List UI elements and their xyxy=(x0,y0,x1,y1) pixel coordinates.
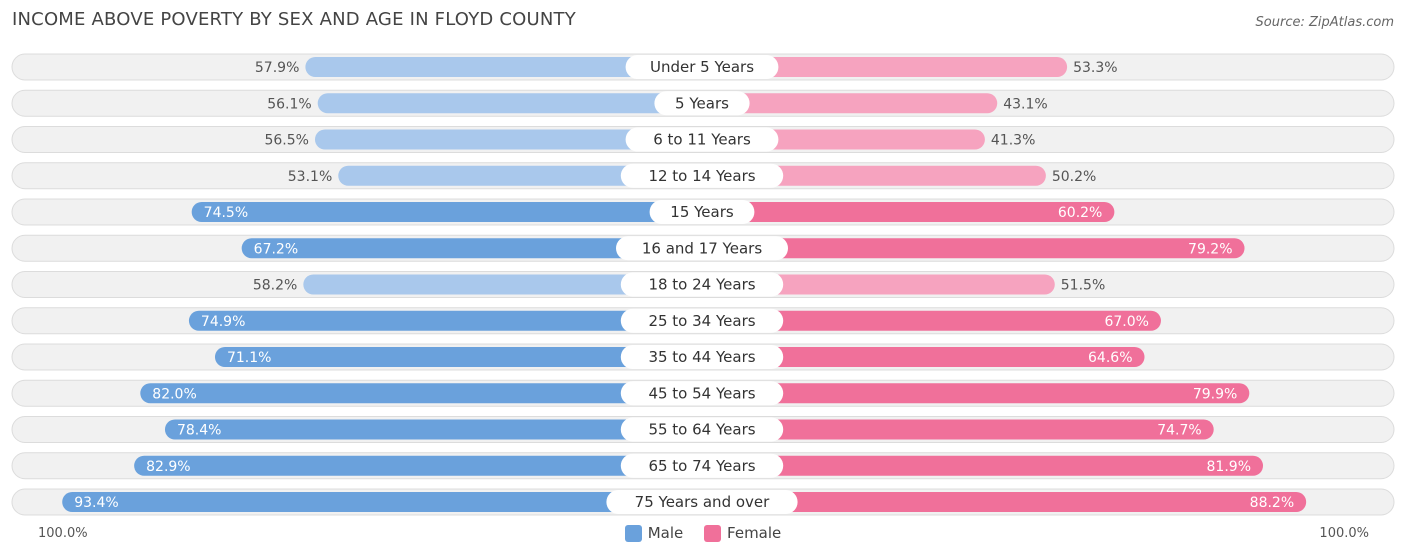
male-bar xyxy=(303,274,702,295)
female-bar xyxy=(702,310,1161,331)
male-value-label: 56.5% xyxy=(264,133,308,149)
female-value-label: 41.3% xyxy=(991,133,1035,149)
chart-title: INCOME ABOVE POVERTY BY SEX AND AGE IN F… xyxy=(12,9,576,30)
male-bar xyxy=(317,93,702,114)
female-bar xyxy=(702,274,1055,295)
male-value-label: 93.4% xyxy=(74,495,118,511)
category-label: 15 Years xyxy=(670,203,734,221)
female-bar xyxy=(702,165,1046,186)
category-label: 6 to 11 Years xyxy=(653,131,751,149)
legend-swatch-male xyxy=(624,524,642,542)
category-pill xyxy=(654,91,750,116)
category-label: 75 Years and over xyxy=(635,493,770,511)
category-pill xyxy=(625,55,779,79)
male-value-label: 67.2% xyxy=(254,241,298,257)
female-value-label: 51.5% xyxy=(1061,278,1105,294)
female-bar xyxy=(702,202,1115,222)
category-label: 16 and 17 Years xyxy=(642,239,762,257)
female-value-label: 53.3% xyxy=(1073,60,1117,76)
category-pill xyxy=(606,490,798,514)
category-pill xyxy=(620,417,784,442)
female-value-label: 43.1% xyxy=(1003,96,1047,112)
female-bar xyxy=(702,347,1145,367)
female-value-label: 79.9% xyxy=(1193,386,1237,402)
legend-label-male: Male xyxy=(647,524,684,542)
male-value-label: 82.9% xyxy=(146,459,190,475)
male-bar xyxy=(164,419,702,440)
source-credit: Source: ZipAtlas.com xyxy=(1255,15,1394,30)
axis-left-label: 100.0% xyxy=(38,526,88,541)
category-label: 55 to 64 Years xyxy=(648,421,755,439)
category-label: 45 to 54 Years xyxy=(648,384,755,402)
category-label: Under 5 Years xyxy=(650,58,754,76)
female-bar xyxy=(702,57,1068,77)
female-value-label: 79.2% xyxy=(1188,241,1232,257)
bar-chart: 57.9% 53.3% Under 5 Years 56.1% 43.1% 5 Years… xyxy=(11,53,1395,516)
male-value-label: 57.9% xyxy=(255,60,299,76)
category-label: 12 to 14 Years xyxy=(648,167,755,185)
category-pill xyxy=(620,308,784,333)
legend-item-male[interactable]: Male xyxy=(624,524,684,542)
male-value-label: 74.5% xyxy=(204,205,248,221)
legend-item-female[interactable]: Female xyxy=(704,524,781,542)
female-value-label: 67.0% xyxy=(1104,314,1148,330)
axis-right-label: 100.0% xyxy=(1319,526,1369,541)
category-label: 25 to 34 Years xyxy=(648,312,755,330)
legend: Male Female xyxy=(0,524,1406,546)
female-bar xyxy=(702,492,1307,512)
male-value-label: 78.4% xyxy=(177,423,221,439)
category-pill xyxy=(620,345,784,369)
male-bar xyxy=(140,383,703,404)
category-label: 5 Years xyxy=(675,94,729,112)
male-bar xyxy=(241,238,702,259)
female-value-label: 88.2% xyxy=(1250,495,1294,511)
male-bar xyxy=(188,310,702,331)
category-pill xyxy=(620,453,784,478)
female-bar xyxy=(702,93,998,114)
male-bar xyxy=(314,129,702,150)
category-pill xyxy=(620,381,784,406)
male-value-label: 74.9% xyxy=(201,314,245,330)
male-bar xyxy=(62,492,702,512)
female-value-label: 50.2% xyxy=(1052,169,1096,185)
legend-swatch-female xyxy=(704,524,722,542)
male-bar xyxy=(134,455,702,476)
female-value-label: 74.7% xyxy=(1157,423,1201,439)
category-pill xyxy=(616,236,788,261)
category-label: 65 to 74 Years xyxy=(648,457,755,475)
male-bar xyxy=(338,165,702,186)
female-bar xyxy=(702,455,1264,476)
male-bar xyxy=(214,347,702,367)
male-value-label: 71.1% xyxy=(227,350,271,366)
male-bar xyxy=(305,57,702,77)
female-bar xyxy=(702,238,1245,259)
male-value-label: 53.1% xyxy=(288,169,332,185)
female-bar xyxy=(702,383,1250,404)
category-label: 35 to 44 Years xyxy=(648,348,755,366)
category-pill xyxy=(620,163,784,188)
female-value-label: 81.9% xyxy=(1207,459,1251,475)
female-value-label: 60.2% xyxy=(1058,205,1102,221)
category-label: 18 to 24 Years xyxy=(648,276,755,294)
legend-label-female: Female xyxy=(727,524,782,542)
male-value-label: 58.2% xyxy=(253,278,297,294)
male-value-label: 56.1% xyxy=(267,96,311,112)
male-bar xyxy=(191,202,703,222)
female-value-label: 64.6% xyxy=(1088,350,1132,366)
category-pill xyxy=(620,272,784,297)
category-pill xyxy=(625,127,779,152)
male-value-label: 82.0% xyxy=(152,386,196,402)
category-pill xyxy=(649,200,755,224)
female-bar xyxy=(702,419,1214,440)
